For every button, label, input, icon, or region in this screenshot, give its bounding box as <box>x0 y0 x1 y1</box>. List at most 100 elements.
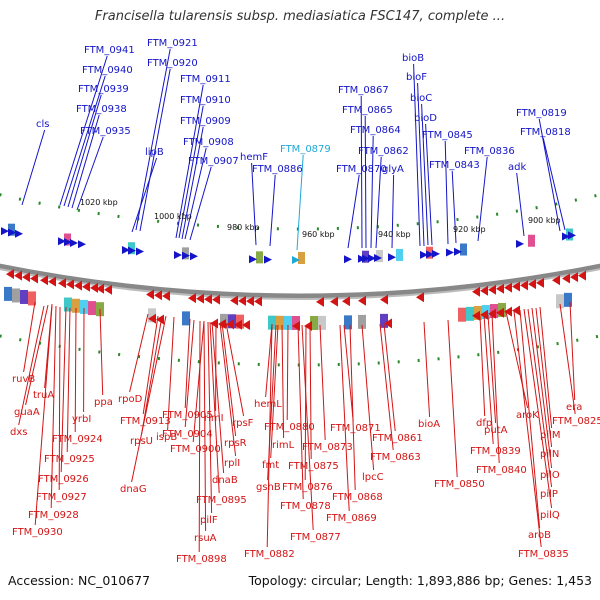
gene-label: FTM_0843 <box>429 160 480 171</box>
feature-block <box>276 315 284 330</box>
forward-gene-arrow <box>362 254 370 263</box>
leader-line <box>63 75 106 207</box>
gene-label: lpcC <box>362 472 384 483</box>
gene-label: truA <box>33 390 54 401</box>
reverse-gene-arrow <box>504 282 512 293</box>
reverse-gene-arrow <box>146 289 154 300</box>
gene-label: FTM_0938 <box>76 104 127 115</box>
reverse-gene-arrow <box>210 318 218 329</box>
leader-line <box>23 301 36 373</box>
leader-line <box>531 307 553 469</box>
gene-label: FTM_0871 <box>330 423 381 434</box>
gene-label: cls <box>36 119 50 130</box>
reverse-gene-arrow <box>234 319 242 330</box>
gene-label: pilN <box>540 449 559 460</box>
gene-label: rpoD <box>118 394 143 405</box>
leader-line <box>21 129 46 206</box>
feature-block <box>80 299 88 314</box>
reverse-gene-arrow <box>304 320 312 331</box>
leader-line <box>451 170 457 244</box>
reverse-gene-arrow <box>562 273 570 284</box>
reverse-gene-arrow <box>472 310 480 321</box>
leader-line <box>370 135 374 249</box>
leader-line <box>60 306 67 473</box>
tick-label: 980 kbp <box>227 223 260 232</box>
leader-line <box>66 307 71 453</box>
forward-gene-arrow <box>15 229 23 238</box>
gene-label: aroK <box>516 410 539 421</box>
gene-label: FTM_0908 <box>183 137 234 148</box>
gene-label: FTM_0921 <box>147 38 198 49</box>
gene-label: ppa <box>94 397 113 408</box>
gene-label: FTM_0927 <box>36 492 87 503</box>
leader-line <box>360 95 363 249</box>
gene-label: FTM_0835 <box>518 549 569 560</box>
reverse-gene-arrow <box>230 295 238 306</box>
reverse-gene-arrow <box>22 272 30 283</box>
reverse-gene-arrow <box>66 279 74 290</box>
reverse-gene-arrow <box>196 293 204 304</box>
leader-line <box>131 157 158 233</box>
forward-gene-arrow <box>374 253 382 262</box>
accession-text: Accession: NC_010677 <box>8 573 151 588</box>
leader-line <box>347 174 360 249</box>
gene-label: rsuA <box>194 533 217 544</box>
leader-line <box>175 84 204 239</box>
gene-label: ruvB <box>12 374 35 385</box>
reverse-gene-arrow <box>104 284 112 295</box>
gene-label: dnaB <box>212 475 238 486</box>
feature-block <box>88 301 96 316</box>
forward-gene-arrow <box>454 247 462 256</box>
gene-label: FTM_0878 <box>280 501 331 512</box>
gene-label: FTM_0900 <box>170 444 221 455</box>
leader-line <box>265 323 273 398</box>
forward-gene-arrow <box>128 246 136 255</box>
feature-block <box>298 251 305 264</box>
leader-line <box>542 137 566 231</box>
gene-label: FTM_0873 <box>302 442 353 453</box>
feature-block <box>148 308 156 323</box>
leader-line <box>58 306 61 491</box>
leader-line <box>417 82 425 247</box>
forward-gene-arrow <box>1 227 9 236</box>
gene-label: FTM_0877 <box>290 532 341 543</box>
gene-label: FTM_0939 <box>78 84 129 95</box>
leader-line <box>50 305 57 509</box>
reverse-gene-arrow <box>74 280 82 291</box>
gene-label: FTM_0879 <box>280 144 331 155</box>
reverse-gene-arrow <box>512 305 520 316</box>
forward-gene-arrow <box>78 240 86 249</box>
gene-label: hemF <box>240 152 268 163</box>
reverse-gene-arrow <box>238 295 246 306</box>
reverse-gene-arrow <box>536 277 544 288</box>
gene-label: FTM_0870 <box>336 164 387 175</box>
gene-label: gshB <box>256 482 281 493</box>
leader-line <box>375 156 382 249</box>
leader-line <box>207 321 213 514</box>
feature-block <box>4 286 12 301</box>
leader-line <box>203 321 207 532</box>
leader-line <box>296 154 304 251</box>
feature-block <box>318 315 326 330</box>
gene-label: bioD <box>414 113 437 124</box>
gene-label: FTM_0867 <box>338 85 389 96</box>
leader-line <box>286 324 289 421</box>
leader-line <box>425 123 433 246</box>
gene-label: FTM_0861 <box>372 433 423 444</box>
forward-gene-arrow <box>182 251 190 260</box>
leader-line <box>349 324 356 491</box>
gene-label: FTM_0850 <box>434 479 485 490</box>
forward-gene-arrow <box>516 239 524 248</box>
leader-line <box>198 320 201 553</box>
gene-label: guaA <box>14 407 40 418</box>
reverse-gene-arrow <box>578 270 586 281</box>
feature-block <box>12 288 20 303</box>
leader-line <box>477 156 488 242</box>
feature-block <box>64 297 72 312</box>
feature-block <box>376 250 383 263</box>
gene-label: putA <box>484 425 508 436</box>
reverse-gene-arrow <box>496 283 504 294</box>
gene-label: FTM_0876 <box>282 482 333 493</box>
gene-label: pilP <box>540 489 558 500</box>
